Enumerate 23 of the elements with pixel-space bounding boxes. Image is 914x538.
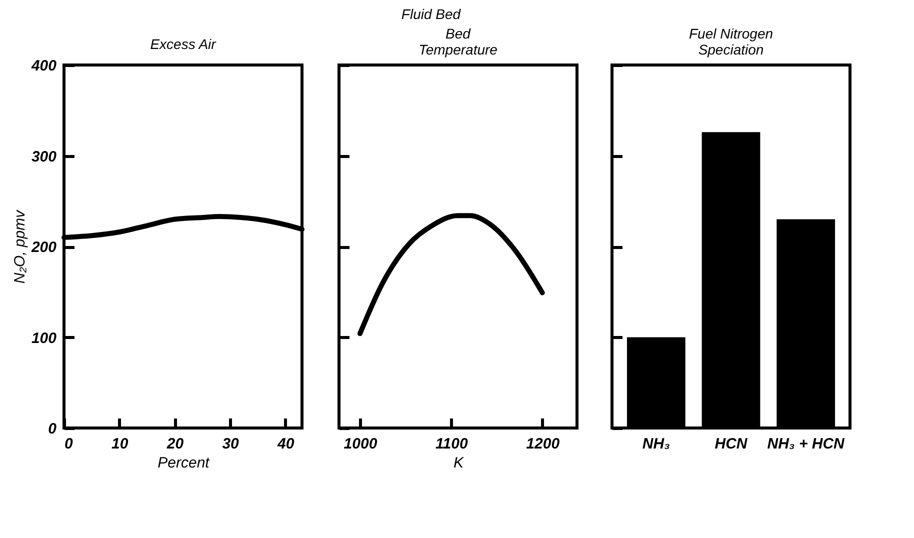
x-tick-label: 0 [64, 436, 74, 452]
x-tick-label: 20 [166, 436, 184, 452]
x-tick-label: NH₃ + HCN [767, 436, 846, 452]
x-tick-label: 10 [112, 436, 129, 452]
y-tick-label: 0 [48, 420, 58, 438]
x-tick-label: HCN [714, 436, 748, 452]
y-tick-label: 200 [30, 239, 58, 256]
chart-title: Fuel Nitrogen Speciation [688, 26, 774, 58]
y-tick-label: 300 [31, 148, 58, 166]
x-tick-label: 1100 [436, 436, 468, 452]
y-tick-label: 400 [30, 58, 58, 74]
y-axis-title: N₂O, ppmv [11, 208, 28, 284]
chart-title: Excess Air [150, 36, 218, 52]
x-axis-title: Percent [158, 454, 210, 472]
chart-title: Bed Temperature [418, 26, 498, 58]
text: Fluid Bed [401, 6, 462, 22]
x-tick-label: NH₃ [642, 436, 670, 452]
y-tick-label: 100 [31, 330, 58, 347]
x-tick-label: 1200 [526, 436, 560, 452]
x-tick-label: 1000 [344, 436, 378, 452]
x-tick-label: 40 [276, 436, 295, 452]
x-axis-title: K [453, 454, 464, 472]
x-tick-label: 30 [222, 436, 240, 452]
